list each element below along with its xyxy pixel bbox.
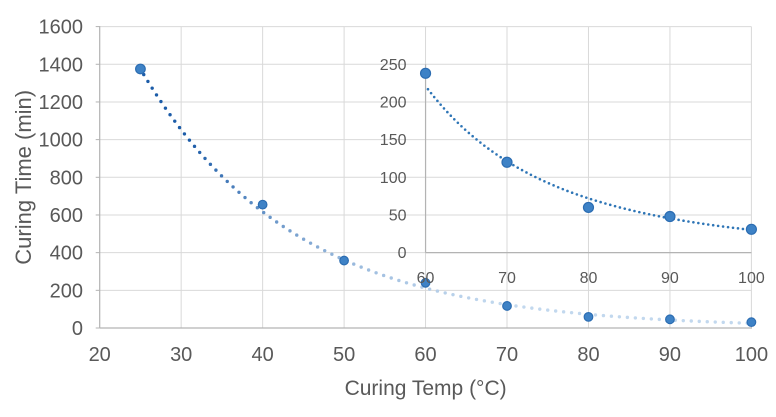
svg-text:250: 250 — [380, 57, 407, 74]
svg-text:800: 800 — [50, 167, 83, 189]
svg-text:50: 50 — [333, 344, 355, 366]
svg-text:80: 80 — [580, 270, 598, 287]
svg-text:50: 50 — [389, 208, 407, 225]
svg-text:20: 20 — [89, 344, 111, 366]
svg-text:90: 90 — [659, 344, 681, 366]
svg-text:150: 150 — [380, 132, 407, 149]
svg-text:200: 200 — [380, 95, 407, 112]
svg-text:80: 80 — [577, 344, 599, 366]
svg-text:60: 60 — [417, 270, 435, 287]
svg-text:70: 70 — [496, 344, 518, 366]
svg-text:70: 70 — [498, 270, 516, 287]
svg-text:1400: 1400 — [39, 54, 84, 76]
svg-text:0: 0 — [398, 245, 407, 262]
svg-text:200: 200 — [50, 280, 83, 302]
svg-text:Curing Time (min): Curing Time (min) — [11, 90, 36, 265]
svg-text:100: 100 — [380, 170, 407, 187]
svg-text:40: 40 — [251, 344, 273, 366]
svg-text:100: 100 — [735, 344, 768, 366]
svg-text:30: 30 — [170, 344, 192, 366]
svg-text:90: 90 — [661, 270, 679, 287]
svg-text:100: 100 — [738, 270, 765, 287]
svg-text:1000: 1000 — [39, 130, 84, 152]
svg-text:600: 600 — [50, 205, 83, 227]
svg-text:0: 0 — [72, 318, 83, 340]
svg-text:1200: 1200 — [39, 92, 84, 114]
svg-text:1600: 1600 — [39, 17, 84, 39]
svg-text:60: 60 — [414, 344, 436, 366]
svg-text:Curing Temp (°C): Curing Temp (°C) — [345, 377, 507, 400]
svg-text:400: 400 — [50, 243, 83, 265]
